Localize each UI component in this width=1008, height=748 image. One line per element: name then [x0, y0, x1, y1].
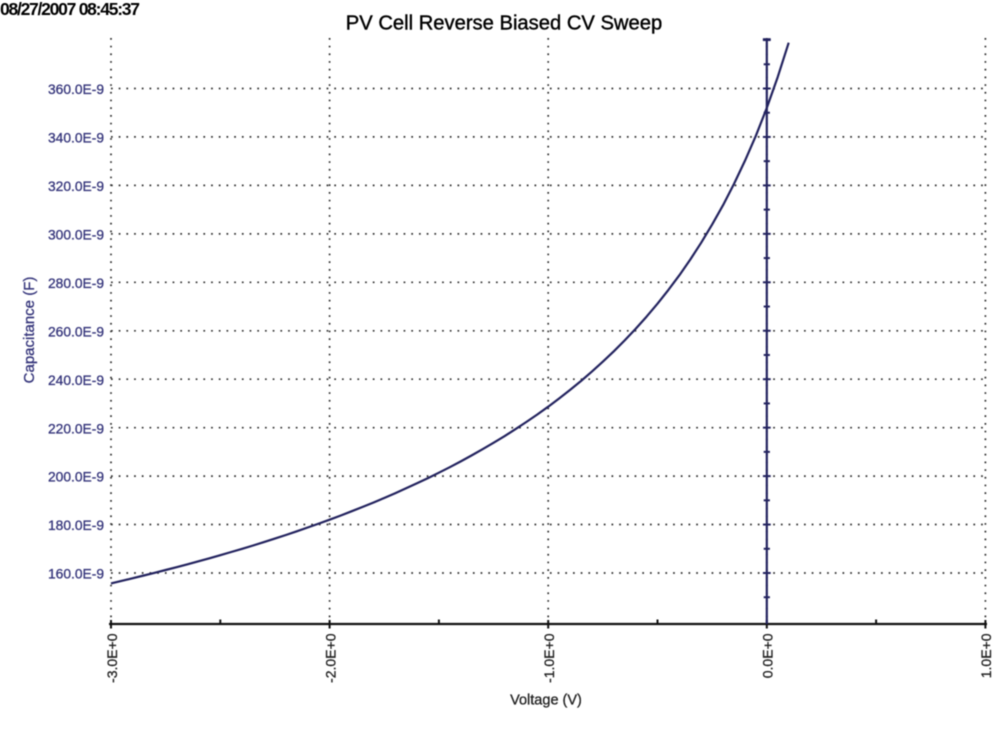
svg-text:360.0E-9: 360.0E-9	[48, 82, 104, 97]
svg-text:-2.0E+0: -2.0E+0	[322, 633, 338, 683]
svg-text:0.0E+0: 0.0E+0	[760, 633, 776, 678]
svg-text:Voltage (V): Voltage (V)	[510, 693, 582, 709]
svg-text:220.0E-9: 220.0E-9	[48, 421, 104, 436]
svg-text:240.0E-9: 240.0E-9	[48, 373, 104, 388]
svg-text:260.0E-9: 260.0E-9	[48, 324, 104, 339]
svg-text:180.0E-9: 180.0E-9	[48, 518, 104, 533]
svg-text:-3.0E+0: -3.0E+0	[104, 633, 120, 683]
svg-text:Capacitance (F): Capacitance (F)	[21, 277, 38, 384]
svg-text:1.0E+0: 1.0E+0	[978, 633, 994, 678]
svg-text:200.0E-9: 200.0E-9	[48, 470, 104, 485]
svg-text:300.0E-9: 300.0E-9	[48, 228, 104, 243]
svg-text:160.0E-9: 160.0E-9	[48, 567, 104, 582]
svg-text:320.0E-9: 320.0E-9	[48, 179, 104, 194]
svg-text:08/27/2007 08:45:37: 08/27/2007 08:45:37	[0, 0, 139, 19]
svg-text:340.0E-9: 340.0E-9	[48, 131, 104, 146]
svg-text:-1.0E+0: -1.0E+0	[541, 633, 557, 683]
svg-text:280.0E-9: 280.0E-9	[48, 276, 104, 291]
svg-text:PV Cell Reverse Biased CV Swee: PV Cell Reverse Biased CV Sweep	[346, 13, 662, 35]
